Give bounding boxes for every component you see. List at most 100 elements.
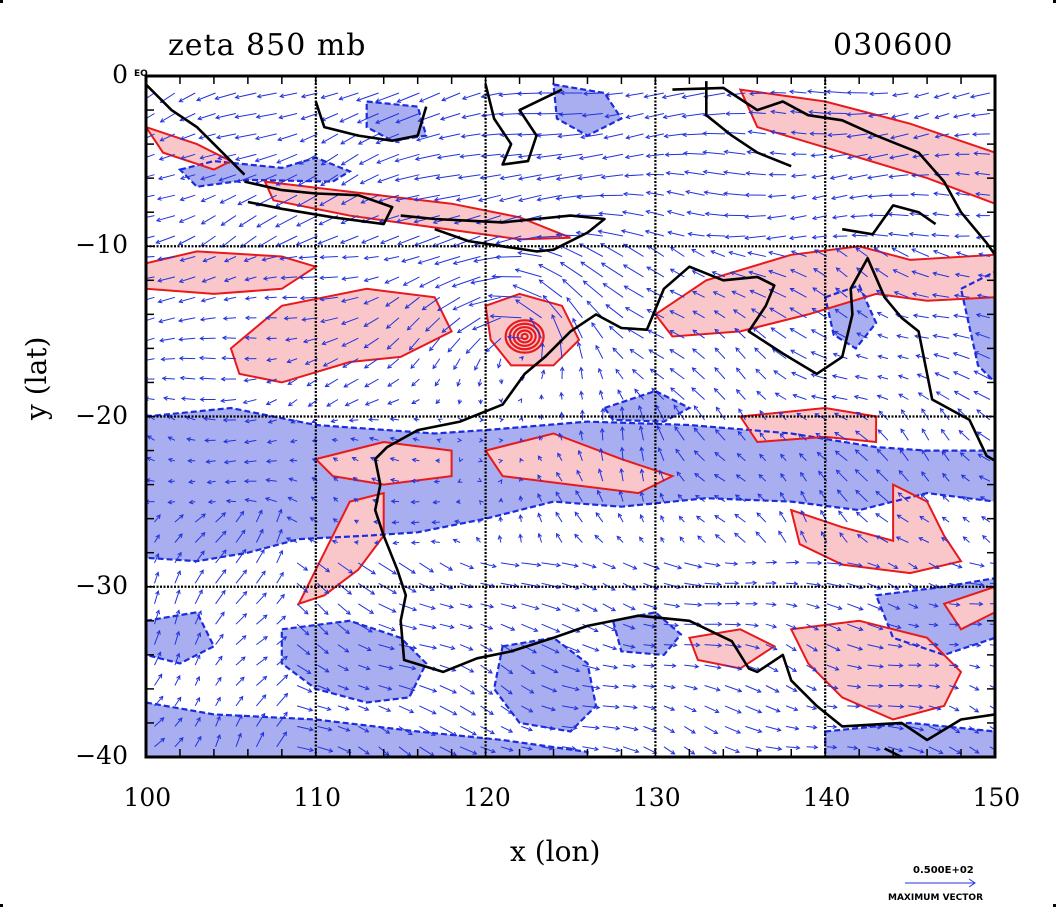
wind-vector-shaft xyxy=(480,725,495,735)
wind-vector-head xyxy=(921,471,926,477)
wind-vector-head xyxy=(853,745,859,751)
wind-vector-shaft xyxy=(320,296,338,301)
wind-vector-shaft xyxy=(898,470,909,482)
wind-vector xyxy=(477,477,482,483)
wind-vector-shaft xyxy=(235,635,247,645)
wind-vector xyxy=(555,232,583,238)
wind-vector-shaft xyxy=(255,153,277,162)
wind-vector-shaft xyxy=(867,603,882,611)
wind-vector-head xyxy=(167,478,173,484)
wind-vector-head xyxy=(690,750,696,755)
wind-vector xyxy=(287,496,298,503)
wind-vector-shaft xyxy=(826,664,839,671)
wind-vector xyxy=(410,520,420,525)
wind-vector xyxy=(154,552,160,564)
wind-vector-head xyxy=(432,499,438,505)
wind-vector-shaft xyxy=(154,717,165,727)
wind-vector-head xyxy=(262,276,268,281)
wind-vector xyxy=(714,347,726,359)
wind-vector-shaft xyxy=(745,644,760,649)
wind-vector xyxy=(539,394,544,400)
wind-vector-head xyxy=(624,154,630,160)
wind-vector-shaft xyxy=(194,736,202,748)
wind-vector-head xyxy=(712,749,718,754)
wind-vector xyxy=(337,746,352,754)
wind-vector xyxy=(276,549,284,564)
wind-vector xyxy=(179,375,196,381)
wind-vector-head xyxy=(775,708,781,713)
wind-vector-head xyxy=(364,750,370,755)
wind-vector xyxy=(580,409,585,420)
wind-vector-shaft xyxy=(235,656,246,666)
wind-vector-head xyxy=(717,643,723,648)
wind-vector-shaft xyxy=(658,447,665,461)
wind-vector xyxy=(266,357,277,363)
negative-contour-line xyxy=(959,270,995,384)
wind-vector-head xyxy=(766,215,772,220)
wind-vector-head xyxy=(768,250,774,256)
wind-vector xyxy=(765,705,781,713)
wind-vector-shaft xyxy=(387,358,400,369)
wind-vector-head xyxy=(351,456,357,462)
wind-vector-shaft xyxy=(975,332,991,339)
wind-vector-head xyxy=(410,569,416,574)
wind-vector-head xyxy=(287,496,293,501)
wind-vector-head xyxy=(385,729,391,734)
wind-vector-shaft xyxy=(639,536,644,543)
wind-vector-shaft xyxy=(724,705,742,714)
wind-vector-shaft xyxy=(296,644,310,655)
wind-vector-shaft xyxy=(398,685,415,691)
wind-vector-shaft xyxy=(255,510,263,523)
wind-vector xyxy=(724,746,741,754)
wind-vector-head xyxy=(347,590,353,595)
wind-vector-shaft xyxy=(582,113,603,117)
wind-vector xyxy=(395,194,420,203)
wind-vector-head xyxy=(447,347,453,353)
wind-vector xyxy=(419,685,438,693)
wind-vector-head xyxy=(431,624,437,630)
wind-vector xyxy=(279,256,298,261)
wind-vector xyxy=(517,174,542,181)
wind-vector-head xyxy=(556,562,562,568)
wind-vector-head xyxy=(602,283,608,288)
wind-vector-shaft xyxy=(296,705,313,711)
wind-vector-head xyxy=(266,439,272,445)
wind-vector xyxy=(188,499,196,505)
wind-vector xyxy=(205,459,216,464)
wind-vector xyxy=(538,264,563,278)
wind-vector-shaft xyxy=(643,562,660,570)
wind-vector-head xyxy=(390,499,396,504)
wind-vector-shaft xyxy=(290,439,298,443)
wind-vector xyxy=(364,378,379,388)
wind-vector-head xyxy=(542,294,548,300)
wind-vector-shaft xyxy=(887,603,900,610)
wind-vector-shaft xyxy=(855,430,868,441)
wind-vector-shaft xyxy=(215,569,227,584)
wind-vector xyxy=(540,369,546,380)
wind-vector-head xyxy=(559,261,565,267)
wind-vector-shaft xyxy=(622,725,638,731)
wind-vector-shaft xyxy=(224,296,237,301)
wind-vector-shaft xyxy=(768,270,787,278)
wind-vector-shaft xyxy=(790,269,807,278)
wind-vector-shaft xyxy=(425,317,441,332)
wind-vector-head xyxy=(953,133,959,138)
wind-vector-shaft xyxy=(826,623,841,631)
wind-vector xyxy=(770,327,787,339)
wind-vector xyxy=(704,601,723,607)
wind-vector xyxy=(559,366,565,380)
wind-vector-head xyxy=(874,268,880,273)
wind-vector xyxy=(538,435,544,441)
negative-contour-line xyxy=(552,83,624,137)
wind-vector xyxy=(385,317,400,329)
wind-vector-shaft xyxy=(537,153,563,159)
wind-vector-shaft xyxy=(887,664,903,667)
wind-vector-shaft xyxy=(878,410,889,421)
wind-vector xyxy=(576,194,603,200)
wind-vector xyxy=(839,532,848,543)
wind-vector xyxy=(765,685,780,693)
wind-vector-head xyxy=(940,428,946,434)
wind-vector xyxy=(732,309,746,319)
wind-vector-head xyxy=(810,153,816,158)
wind-vector xyxy=(768,269,787,278)
